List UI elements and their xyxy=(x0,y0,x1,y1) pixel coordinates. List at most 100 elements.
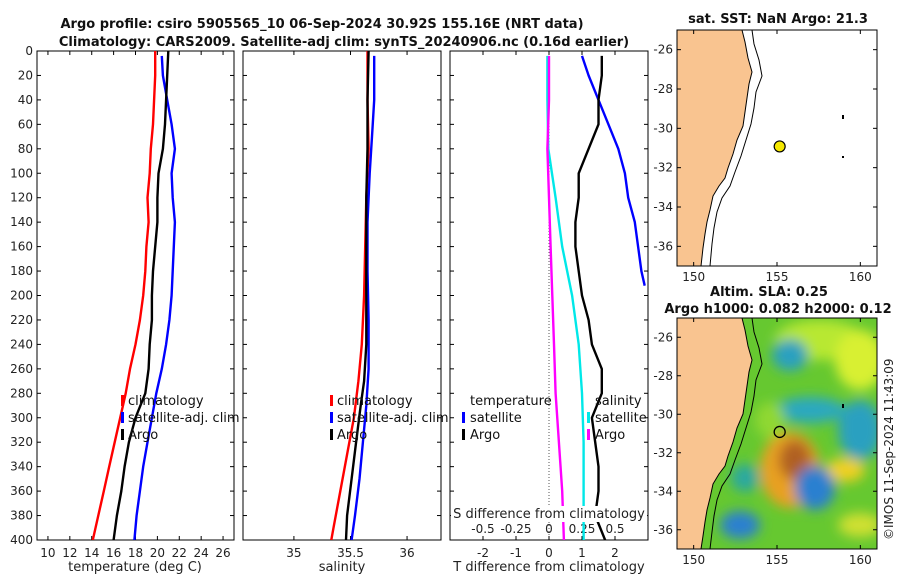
island-marker xyxy=(842,156,844,158)
y-tick-label: 200 xyxy=(10,289,33,303)
legend-swatch-climatology xyxy=(330,395,333,406)
salinity-panel: 35 35.5 36 salinity climatology satellite-… xyxy=(242,50,449,575)
y-tick-label: 340 xyxy=(10,460,33,474)
difference-panel: -2 -1 0 1 2 -0.5 -0.25 0 0.25 0.5 T difference f… xyxy=(449,50,649,575)
series-line-argo xyxy=(344,51,370,540)
legend-label-climatology: climatology xyxy=(128,394,204,409)
difference-y-tickmarks xyxy=(450,50,648,541)
australia-coastline xyxy=(677,318,753,549)
y-tick-label: 120 xyxy=(10,191,33,205)
map-x-tick-label: 150 xyxy=(682,553,705,567)
x-tick-label: 36 xyxy=(399,546,414,560)
t-difference-x-label: T difference from climatology xyxy=(452,560,645,575)
island-marker xyxy=(842,404,844,408)
figure-title-line1: Argo profile: csiro 5905565_10 06-Sep-20… xyxy=(60,17,583,32)
y-tick-label: 320 xyxy=(10,435,33,449)
difference-legend: temperature satellite Argo salinity sate… xyxy=(462,394,647,443)
salinity-x-ticks: 35 35.5 36 xyxy=(286,51,415,560)
s-difference-label-bg xyxy=(451,506,647,522)
depth-y-ticks: 0 20 40 60 80 100 120 140 160 180 200 220 240 260 280 3… xyxy=(10,44,234,547)
series-line-s-argo xyxy=(546,55,566,540)
legend-label-argo: Argo xyxy=(337,428,367,443)
x-tick-label: -2 xyxy=(477,546,489,560)
legend-swatch-s-satellite xyxy=(587,412,590,423)
map-y-tick-label: -34 xyxy=(653,484,673,498)
legend-header-salinity: salinity xyxy=(595,394,642,409)
map-y-tick-label: -34 xyxy=(653,200,673,214)
salinity-y-tickmarks xyxy=(243,50,441,541)
y-tick-label: 20 xyxy=(18,68,33,82)
map-y-tick-label: -32 xyxy=(653,161,673,175)
x-tick-label: 16 xyxy=(106,546,121,560)
s-difference-label: S difference from climatology xyxy=(453,507,645,522)
legend-label-s-satellite: satellite xyxy=(595,411,647,426)
australia-coastline xyxy=(677,30,753,266)
shelf-depth-contour xyxy=(709,30,763,266)
series-line-t-argo xyxy=(574,55,607,540)
y-tick-label: 140 xyxy=(10,215,33,229)
s-diff-tick-label: 0.25 xyxy=(569,522,596,536)
sla-map-title-line2: Argo h1000: 0.082 h2000: 0.12 xyxy=(664,302,891,317)
x-tick-label: 12 xyxy=(62,546,77,560)
legend-swatch-s-argo xyxy=(587,429,590,440)
sla-heatmap xyxy=(677,318,877,549)
x-tick-label: 18 xyxy=(128,546,143,560)
legend-label-t-satellite: satellite xyxy=(470,411,522,426)
sst-map-x-ticks: 150 155 160 xyxy=(682,30,872,284)
salinity-lines xyxy=(330,51,376,540)
salinity-x-label: salinity xyxy=(319,560,366,575)
y-tick-label: 300 xyxy=(10,411,33,425)
difference-x-ticks: -2 -1 0 1 2 xyxy=(477,51,619,560)
x-tick-label: 22 xyxy=(172,546,187,560)
sst-map-title: sat. SST: NaN Argo: 21.3 xyxy=(688,12,868,27)
map-y-tick-label: -36 xyxy=(653,523,673,537)
map-y-tick-label: -32 xyxy=(653,446,673,460)
x-tick-label: -1 xyxy=(510,546,522,560)
legend-swatch-argo xyxy=(121,429,124,440)
x-tick-label: 35 xyxy=(286,546,301,560)
temperature-legend: climatology satellite-adj. clim Argo xyxy=(121,394,240,443)
x-tick-label: 1 xyxy=(578,546,586,560)
map-y-tick-label: -28 xyxy=(653,82,673,96)
y-tick-label: 400 xyxy=(10,533,33,547)
legend-label-satellite: satellite-adj. clim xyxy=(337,411,449,426)
salinity-difference-ticks: -0.5 -0.25 0 0.25 0.5 xyxy=(471,522,624,536)
legend-swatch-t-satellite xyxy=(462,412,465,423)
series-line-argo xyxy=(112,51,170,540)
y-tick-label: 60 xyxy=(18,117,33,131)
map-x-tick-label: 155 xyxy=(766,270,789,284)
series-line-t-satellite xyxy=(580,55,646,286)
y-tick-label: 100 xyxy=(10,166,33,180)
legend-swatch-t-argo xyxy=(462,429,465,440)
x-tick-label: 26 xyxy=(215,546,230,560)
map-y-tick-label: -36 xyxy=(653,239,673,253)
sst-map-panel: sat. SST: NaN Argo: 21.3 150 155 160 -26-2… xyxy=(653,12,878,284)
legend-swatch-climatology xyxy=(121,395,124,406)
x-tick-label: 10 xyxy=(40,546,55,560)
argo-position-marker xyxy=(773,425,786,439)
x-tick-label: 14 xyxy=(84,546,99,560)
s-diff-tick-label: -0.25 xyxy=(500,522,531,536)
legend-header-temperature: temperature xyxy=(470,394,552,409)
y-tick-label: 240 xyxy=(10,337,33,351)
legend-label-argo: Argo xyxy=(128,428,158,443)
s-diff-tick-label: 0 xyxy=(545,522,553,536)
island-marker xyxy=(842,115,844,119)
x-tick-label: 0 xyxy=(545,546,553,560)
imos-timestamp-watermark: ©IMOS 11-Sep-2024 11:43:09 xyxy=(882,358,896,540)
y-tick-label: 280 xyxy=(10,386,33,400)
legend-swatch-satellite xyxy=(121,412,124,423)
sla-map-x-ticks: 150 155 160 xyxy=(682,318,872,567)
y-tick-label: 180 xyxy=(10,264,33,278)
series-line-climatology xyxy=(91,51,157,540)
map-x-tick-label: 150 xyxy=(682,270,705,284)
map-x-tick-label: 160 xyxy=(849,553,872,567)
sla-map-y-ticks: -26 -28 -30 -32 -34 -36 xyxy=(653,330,877,537)
temperature-x-ticks: 10 12 14 16 18 20 22 24 26 xyxy=(40,51,231,560)
shelf-depth-contour xyxy=(709,318,763,549)
map-y-tick-label: -26 xyxy=(653,330,673,344)
series-line-satellite-adj-clim xyxy=(350,55,376,540)
figure-title-line2: Climatology: CARS2009. Satellite-adj cli… xyxy=(59,35,629,50)
legend-label-climatology: climatology xyxy=(337,394,413,409)
s-diff-tick-label: -0.5 xyxy=(471,522,494,536)
